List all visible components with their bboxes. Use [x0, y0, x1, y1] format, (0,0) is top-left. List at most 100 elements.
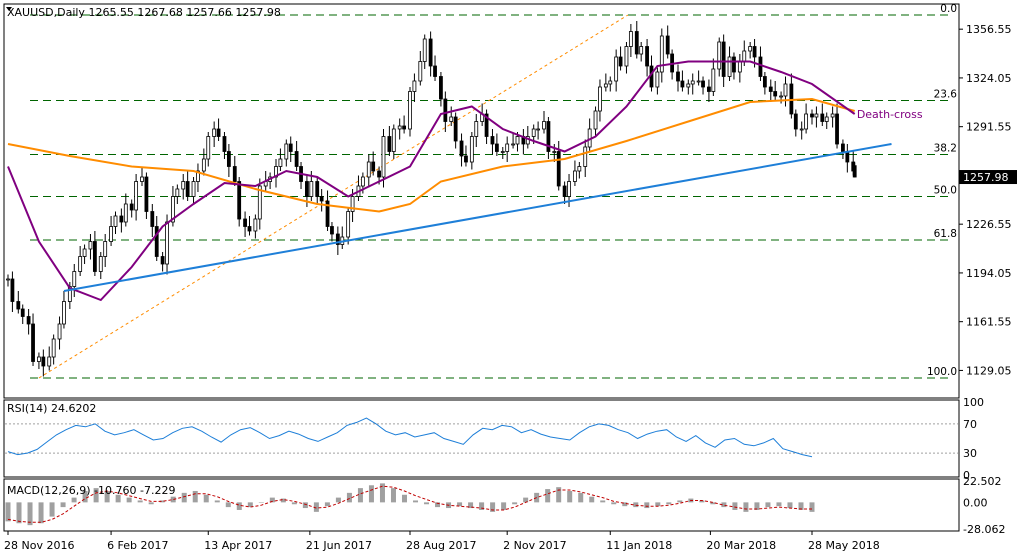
- macd-bar: [280, 498, 286, 503]
- fib-level-label: 23.6: [934, 89, 958, 101]
- price-tick-label: 1324.05: [966, 72, 1012, 85]
- price-tick-label: 1194.05: [966, 267, 1012, 280]
- candle-body: [598, 86, 602, 112]
- macd-bar: [611, 502, 617, 505]
- candle-body: [577, 166, 582, 172]
- candle-body: [129, 203, 134, 211]
- candle-body: [319, 196, 324, 202]
- rsi-line: [7, 417, 813, 458]
- macd-histogram: [5, 483, 815, 526]
- candle-body: [810, 113, 814, 118]
- candle-body: [284, 143, 289, 160]
- candle-body: [762, 76, 767, 88]
- candle-body: [727, 56, 732, 77]
- ascending-trendline: [63, 143, 892, 292]
- candle-body: [433, 65, 437, 77]
- macd-bar: [16, 502, 22, 524]
- candle-body: [655, 71, 660, 88]
- macd-bar: [644, 502, 650, 509]
- candle-body: [366, 161, 371, 178]
- candle-body: [845, 151, 850, 163]
- time-tick-label: 21 Jun 2017: [306, 539, 372, 552]
- candle-body: [690, 80, 695, 85]
- candle-body: [768, 86, 773, 92]
- macd-bar: [457, 502, 463, 507]
- candle-body: [665, 35, 670, 55]
- time-tick-label: 28 Nov 2016: [4, 539, 74, 552]
- macd-tick-label: -28.062: [963, 523, 1005, 536]
- candle-body: [711, 68, 716, 92]
- candles: [6, 21, 857, 377]
- price-tick-label: 1356.55: [966, 23, 1012, 36]
- current-price-tag: 1257.98: [959, 170, 1017, 185]
- candle-body: [603, 83, 608, 88]
- candle-body: [123, 203, 128, 223]
- candle-body: [237, 181, 242, 220]
- candle-body: [31, 323, 35, 362]
- rsi-label: RSI(14) 24.6202: [7, 402, 96, 415]
- candle-body: [82, 248, 87, 257]
- candle-body: [309, 181, 314, 197]
- candle-body: [350, 196, 355, 212]
- candle-body: [500, 151, 505, 153]
- candle-body: [103, 241, 108, 257]
- candle-body: [779, 95, 783, 98]
- candle-body: [109, 226, 113, 242]
- fib-level-label: 38.2: [934, 143, 957, 155]
- price-tick-label: 1129.05: [966, 364, 1012, 377]
- candle-body: [325, 200, 330, 227]
- candle-body: [418, 61, 423, 82]
- candle-body: [531, 128, 536, 137]
- rsi-axis: 100 70 30 0: [963, 396, 984, 482]
- candle-body: [758, 56, 763, 77]
- candle-body: [459, 140, 464, 157]
- candle-body: [222, 136, 227, 152]
- candle-body: [567, 181, 571, 197]
- price-axis: 1356.55 1324.05 1291.55 1226.55 1194.05 1161.…: [959, 23, 1012, 377]
- macd-bar: [401, 494, 407, 503]
- candle-body: [453, 116, 458, 142]
- candle-body: [696, 80, 701, 83]
- candle-body: [360, 176, 365, 187]
- candle-body: [402, 125, 407, 130]
- rsi-tick-label: 0: [963, 469, 970, 482]
- macd-bar: [27, 502, 33, 526]
- macd-bar: [60, 502, 66, 508]
- macd-bar: [512, 502, 518, 505]
- macd-bar: [313, 502, 319, 512]
- candle-body: [226, 151, 231, 167]
- rsi-tick-label: 70: [963, 418, 977, 431]
- candle-body: [824, 116, 829, 122]
- candle-body: [185, 181, 190, 197]
- macd-bar: [115, 494, 121, 503]
- candle-body: [201, 158, 206, 172]
- macd-bar: [170, 496, 176, 503]
- candle-body: [505, 143, 510, 152]
- macd-bar: [214, 500, 220, 503]
- candle-body: [748, 46, 753, 52]
- candle-body: [160, 256, 165, 265]
- candle-body: [20, 308, 25, 317]
- fib-level-label: 61.8: [934, 228, 957, 240]
- candle-body: [742, 50, 747, 62]
- macd-bar: [192, 490, 198, 503]
- current-price-box: [959, 170, 1017, 185]
- macd-bar: [49, 502, 55, 517]
- macd-bar: [159, 500, 165, 503]
- candle-body: [78, 256, 83, 272]
- candle-body: [72, 271, 77, 287]
- candle-body: [288, 143, 293, 152]
- macd-tick-label: 0.00: [963, 496, 988, 509]
- macd-bar: [104, 490, 110, 503]
- dropdown-triangle-icon[interactable]: [6, 7, 12, 11]
- candle-body: [134, 181, 139, 211]
- macd-bar: [600, 500, 606, 503]
- fibonacci-labels: 0.0 23.6 38.2 50.0 61.8 100.0: [927, 3, 957, 378]
- time-tick-label: 2 Nov 2017: [503, 539, 566, 552]
- candle-body: [676, 71, 680, 82]
- symbol-ohlc-label: XAUUSD,Daily 1265.55 1267.68 1257.66 125…: [7, 6, 281, 19]
- candle-body: [573, 170, 577, 182]
- macd-label: MACD(12,26,9) -10.760 -7.229: [7, 484, 175, 497]
- rsi-panel-frame: [3, 399, 960, 478]
